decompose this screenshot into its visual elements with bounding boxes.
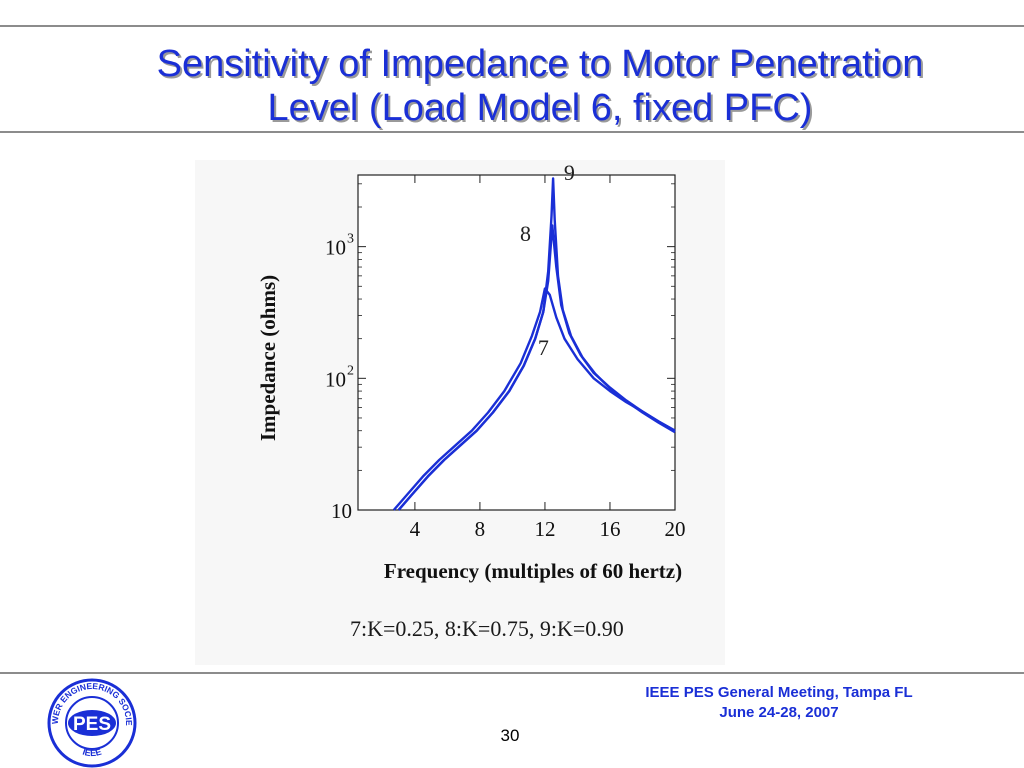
x-tick-label: 20 — [665, 517, 686, 541]
conference-dates: June 24-28, 2007 — [719, 704, 839, 721]
curve-label-9: 9 — [564, 160, 575, 185]
plot-frame — [357, 174, 676, 511]
x-tick-label: 8 — [475, 517, 486, 541]
logo-ring-bottom-text: IEEE — [81, 747, 102, 759]
series-key-caption: 7:K=0.25, 8:K=0.75, 9:K=0.90 — [350, 616, 624, 641]
logo-center-oval — [68, 710, 116, 736]
title-rule — [0, 131, 1024, 133]
x-tick-label: 4 — [410, 517, 421, 541]
y-axis-label: Impedance (ohms) — [256, 275, 280, 441]
page-number: 30 — [500, 726, 520, 745]
x-tick-label: 16 — [599, 517, 620, 541]
conference-name: IEEE PES General Meeting, Tampa FL — [645, 684, 913, 701]
y-tick-exponent: 2 — [347, 363, 354, 378]
footer-rule — [0, 672, 1024, 674]
series-line-7 — [392, 287, 676, 511]
y-tick-label: 10 — [331, 499, 352, 523]
y-tick-label: 10 — [325, 236, 346, 260]
logo-center-text: PES — [73, 714, 111, 735]
slide-title-line-1: Sensitivity of Impedance to Motor Penetr… — [156, 43, 924, 85]
curve-label-8: 8 — [520, 221, 531, 246]
x-tick-label: 12 — [534, 517, 555, 541]
top-rule — [0, 25, 1024, 27]
conference-footer: IEEE PES General Meeting, Tampa FL June … — [600, 683, 958, 723]
y-tick-exponent: 3 — [347, 232, 354, 247]
chart-figure: 10 10 2 10 3 4 8 12 16 20 9 8 7 Impedance (ohms) Fre… — [195, 160, 725, 665]
slide-title-line-2: Level (Load Model 6, fixed PFC) — [267, 87, 813, 129]
x-axis-label: Frequency (multiples of 60 hertz) — [384, 559, 682, 583]
y-tick-label: 10 — [325, 367, 346, 391]
series-line-9 — [397, 177, 676, 511]
slide-title: Sensitivity of Impedance to Motor Penetr… — [40, 42, 1024, 130]
curve-label-7: 7 — [538, 335, 549, 360]
pes-logo: POWER ENGINEERING SOCIETY IEEE PES — [44, 678, 137, 768]
